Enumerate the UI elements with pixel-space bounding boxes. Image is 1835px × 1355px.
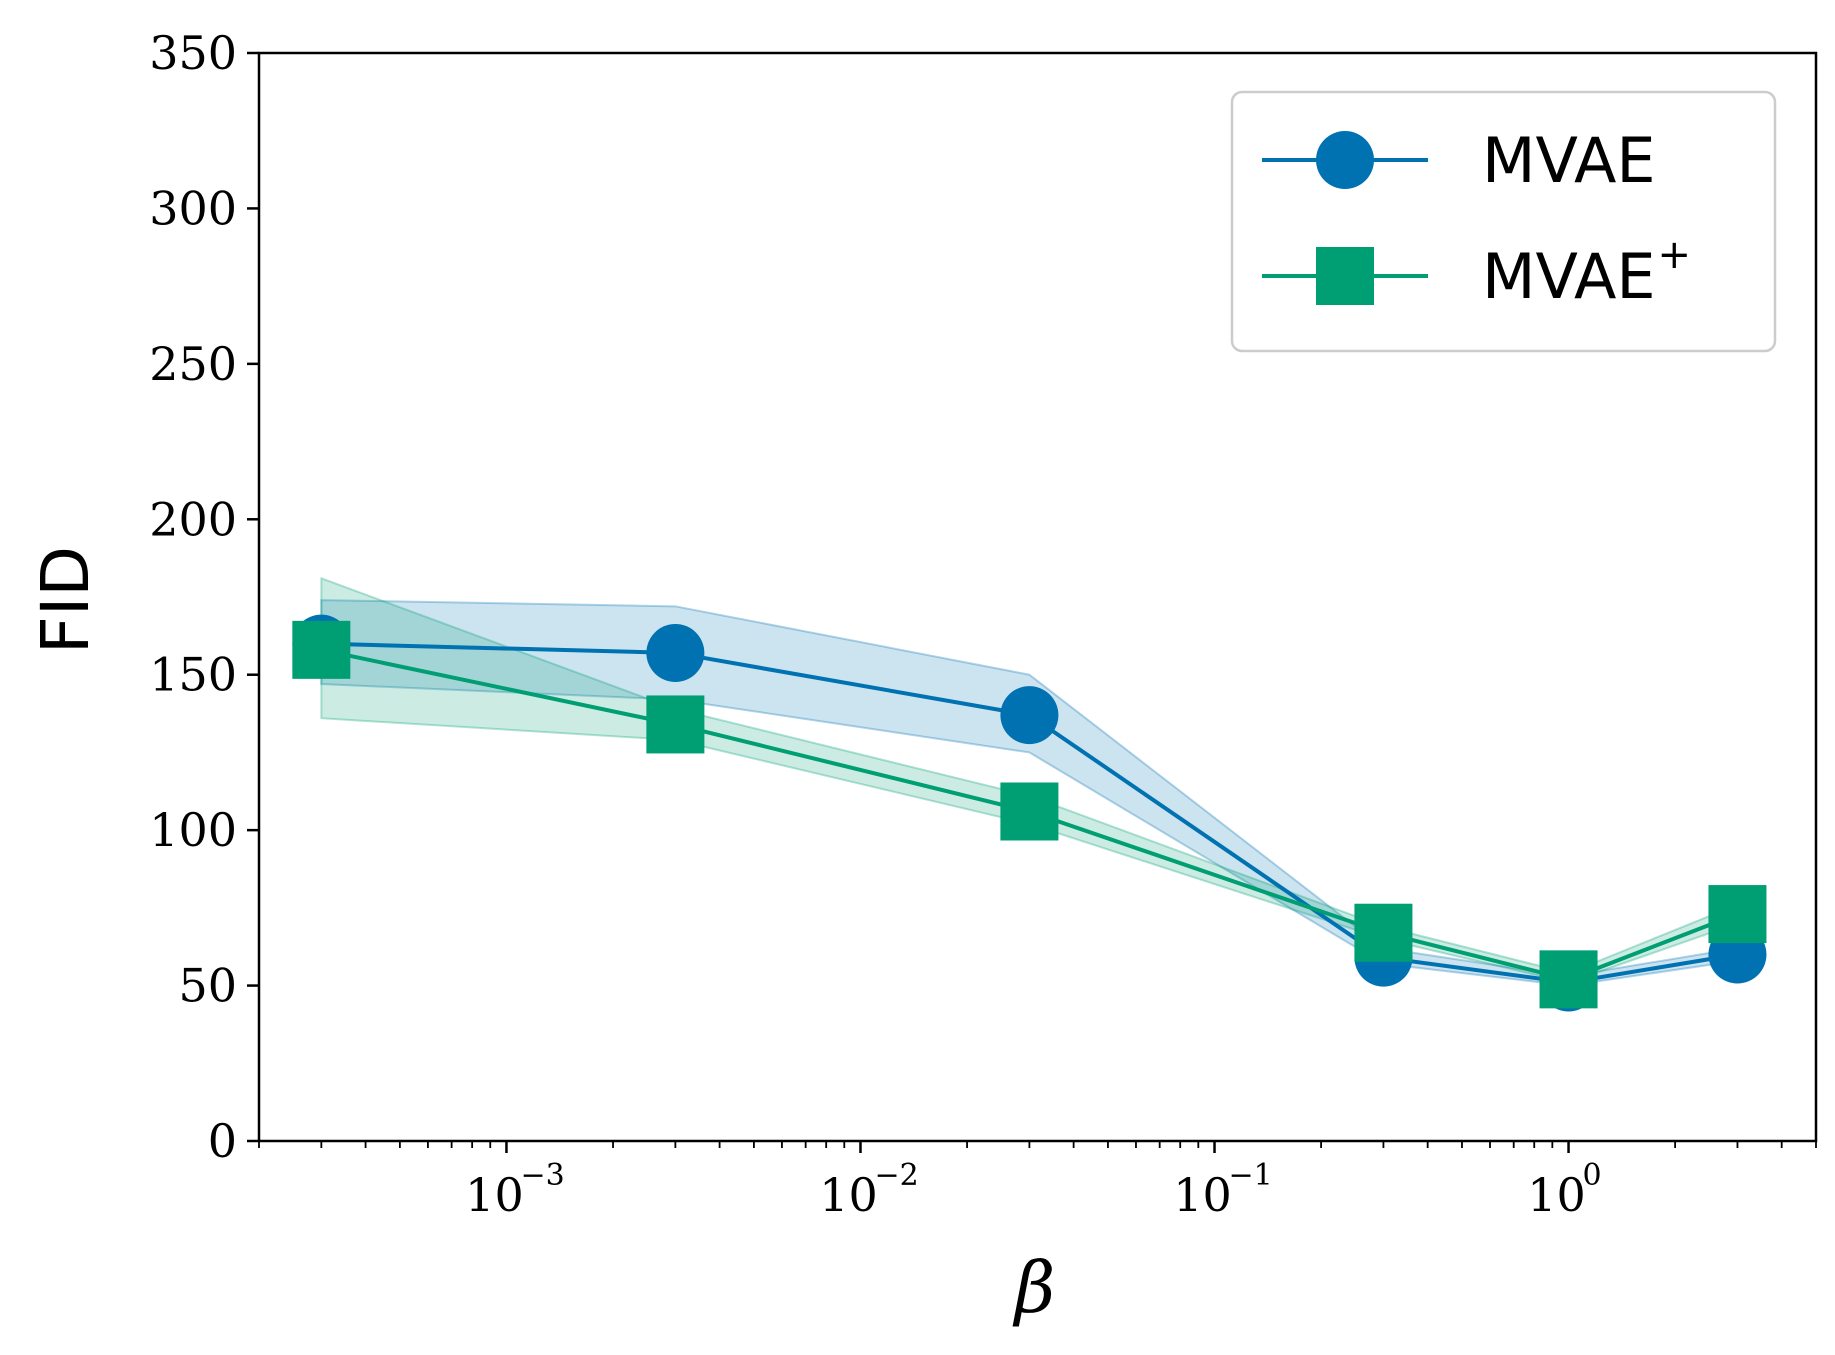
data-point-square [1708,885,1767,944]
y-axis-title: FID [27,546,104,654]
y-tick-label: 250 [149,337,237,391]
legend-marker-square [1316,247,1374,305]
data-point-circle [646,623,705,682]
y-tick-label: 150 [149,648,237,702]
plot-frame [257,51,1818,1143]
data-point-square [292,620,351,679]
legend: MVAE MVAE + [1230,90,1777,353]
legend-label: MVAE [1482,124,1656,197]
x-tick-label: 10 [1173,1168,1232,1222]
legend-label: MVAE [1482,240,1656,313]
legend-marker-circle [1316,131,1374,189]
x-tick-exponent: 0 [1583,1158,1602,1193]
confidence-bands [320,576,1739,987]
y-tick-label: 350 [149,26,237,80]
y-tick-label: 300 [149,181,237,235]
legend-label-superscript: + [1658,232,1692,278]
x-axis-title: β [1012,1247,1055,1329]
series-markers [292,614,1767,1012]
data-point-square [646,695,705,754]
x-tick-label: 10 [465,1168,524,1222]
data-point-square [1000,782,1059,841]
x-tick-label: 10 [1527,1168,1586,1222]
y-tick-label: 50 [178,959,237,1013]
y-tick-label: 0 [208,1114,237,1168]
x-tick-exponent: −3 [520,1158,564,1193]
data-point-circle [1000,686,1059,745]
x-tick-exponent: −2 [874,1158,918,1193]
data-point-square [1354,903,1413,962]
y-axis-ticks: 0 50 100 150 200 250 300 350 [149,26,259,1168]
x-tick-label: 10 [819,1168,878,1222]
y-tick-label: 200 [149,492,237,546]
x-tick-exponent: −1 [1229,1158,1273,1193]
x-axis-ticks: 10−3 10−2 10−1 100 [258,1141,1817,1222]
y-tick-label: 100 [149,803,237,857]
data-point-square [1539,950,1598,1009]
